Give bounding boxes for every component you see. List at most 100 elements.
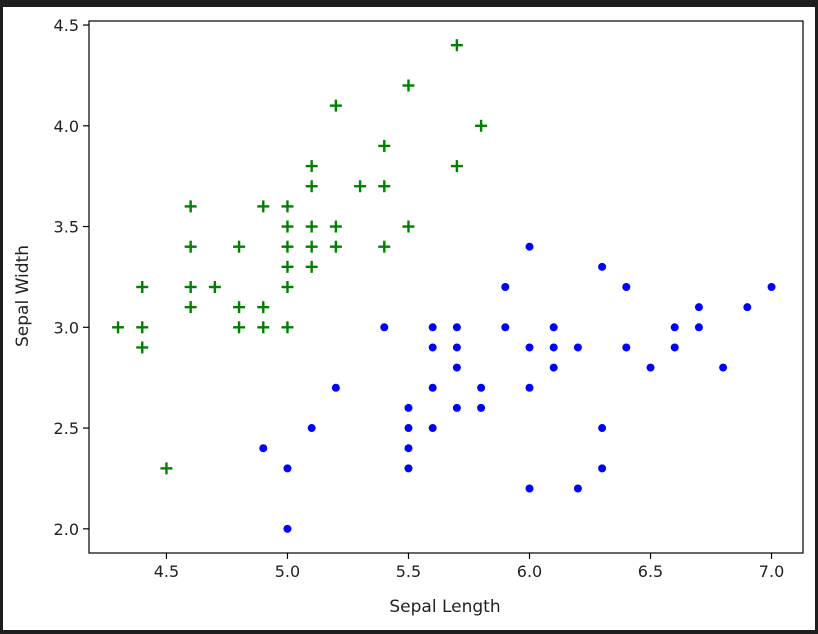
data-point-plus bbox=[475, 119, 488, 132]
data-point-plus bbox=[329, 220, 342, 233]
y-tick-label: 2.0 bbox=[54, 520, 79, 539]
data-point-dot bbox=[259, 444, 268, 453]
data-point-dot bbox=[622, 343, 631, 352]
data-point-plus bbox=[136, 281, 149, 293]
data-point-plus bbox=[281, 321, 294, 334]
data-point-dot bbox=[573, 484, 582, 493]
data-point-plus bbox=[233, 301, 246, 314]
data-point-plus bbox=[233, 240, 246, 253]
data-point-dot bbox=[428, 323, 437, 332]
data-point-plus bbox=[208, 281, 221, 293]
data-point-plus bbox=[281, 281, 294, 293]
data-point-dot bbox=[525, 343, 534, 352]
y-tick-label: 3.5 bbox=[54, 218, 79, 237]
data-point-plus bbox=[329, 240, 342, 253]
data-point-dot bbox=[622, 283, 631, 291]
data-point-plus bbox=[402, 220, 415, 233]
data-point-plus bbox=[281, 240, 294, 253]
x-tick-label: 6.0 bbox=[517, 562, 542, 581]
data-point-dot bbox=[283, 524, 292, 533]
data-point-plus bbox=[305, 180, 318, 193]
data-point-plus bbox=[305, 240, 318, 253]
data-point-plus bbox=[160, 462, 173, 475]
data-point-plus bbox=[184, 200, 197, 213]
data-point-dot bbox=[501, 283, 510, 291]
data-point-dot bbox=[646, 363, 655, 372]
data-point-dot bbox=[477, 383, 486, 392]
x-tick-label: 7.0 bbox=[759, 562, 784, 581]
x-tick-label: 4.5 bbox=[154, 562, 179, 581]
x-axis: 4.5 5.0 5.5 6.0 6.5 7.0 bbox=[154, 553, 784, 581]
data-point-plus bbox=[378, 139, 391, 152]
x-axis-label: Sepal Length bbox=[389, 597, 500, 617]
data-point-dot bbox=[525, 383, 534, 392]
data-point-dot bbox=[331, 383, 340, 392]
data-point-dot bbox=[767, 283, 776, 291]
data-point-plus bbox=[378, 180, 391, 193]
data-point-dot bbox=[404, 464, 413, 473]
x-tick-label: 6.5 bbox=[638, 562, 663, 581]
data-point-plus bbox=[281, 220, 294, 233]
data-point-dot bbox=[452, 403, 461, 412]
data-point-plus bbox=[136, 341, 149, 354]
data-point-plus bbox=[354, 180, 367, 193]
data-point-dot bbox=[404, 424, 413, 433]
data-point-plus bbox=[281, 200, 294, 213]
data-point-dot bbox=[525, 242, 534, 251]
data-point-plus bbox=[257, 321, 270, 334]
data-point-dot bbox=[549, 343, 558, 352]
data-point-plus bbox=[402, 79, 415, 92]
data-point-plus bbox=[184, 281, 197, 293]
data-point-dot bbox=[477, 403, 486, 412]
data-point-dot bbox=[380, 323, 389, 332]
y-axis: 2.0 2.5 3.0 3.5 4.0 4.5 bbox=[54, 16, 89, 539]
x-tick-label: 5.5 bbox=[396, 562, 421, 581]
data-point-dot bbox=[428, 424, 437, 433]
data-point-dot bbox=[573, 343, 582, 352]
plot-area bbox=[88, 20, 804, 554]
data-point-dot bbox=[549, 363, 558, 372]
data-point-dot bbox=[307, 424, 316, 433]
data-point-plus bbox=[450, 39, 463, 52]
data-point-plus bbox=[281, 260, 294, 273]
data-point-dot bbox=[598, 424, 607, 433]
data-point-dot bbox=[598, 262, 607, 271]
data-point-dot bbox=[283, 464, 292, 473]
data-point-plus bbox=[112, 321, 125, 334]
data-point-dot bbox=[670, 343, 679, 352]
data-point-plus bbox=[257, 200, 270, 213]
y-tick-label: 2.5 bbox=[54, 419, 79, 438]
scatter-chart: 4.5 5.0 5.5 6.0 6.5 7.0 2.0 2.5 3.0 3.5 4.0 4.5 Se… bbox=[13, 16, 804, 617]
data-point-plus bbox=[378, 240, 391, 253]
data-point-dot bbox=[501, 323, 510, 332]
y-tick-label: 4.0 bbox=[54, 117, 79, 136]
data-point-dot bbox=[549, 323, 558, 332]
data-point-dot bbox=[743, 303, 752, 312]
data-point-dot bbox=[670, 323, 679, 332]
data-point-dot bbox=[598, 464, 607, 473]
data-point-plus bbox=[136, 321, 149, 334]
data-point-dot bbox=[694, 323, 703, 332]
data-point-dot bbox=[719, 363, 728, 372]
data-point-dot bbox=[452, 363, 461, 372]
plot-frame bbox=[88, 20, 804, 554]
data-point-plus bbox=[329, 99, 342, 112]
data-point-dot bbox=[452, 323, 461, 332]
data-points bbox=[112, 39, 776, 533]
x-tick-label: 5.0 bbox=[275, 562, 300, 581]
data-point-dot bbox=[428, 383, 437, 392]
y-axis-label: Sepal Width bbox=[13, 245, 33, 347]
data-point-plus bbox=[305, 160, 318, 173]
data-point-plus bbox=[233, 321, 246, 334]
data-point-dot bbox=[525, 484, 534, 493]
data-point-plus bbox=[184, 240, 197, 253]
data-point-dot bbox=[404, 403, 413, 412]
data-point-dot bbox=[404, 444, 413, 453]
data-point-plus bbox=[257, 301, 270, 314]
data-point-dot bbox=[452, 343, 461, 352]
data-point-plus bbox=[450, 160, 463, 173]
y-tick-label: 3.0 bbox=[54, 318, 79, 337]
data-point-dot bbox=[428, 343, 437, 352]
data-point-dot bbox=[694, 303, 703, 312]
